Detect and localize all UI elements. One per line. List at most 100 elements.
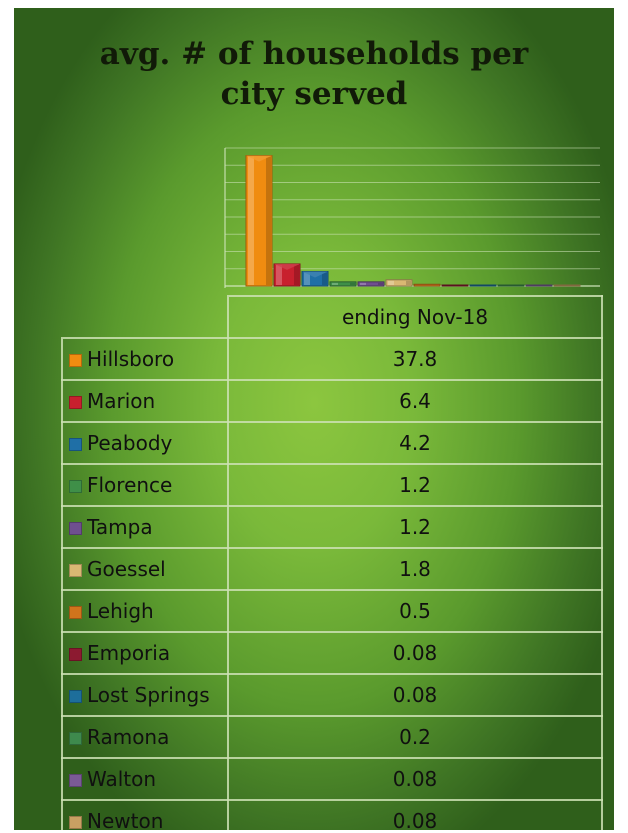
bar-cap	[302, 271, 328, 278]
bar-body	[413, 283, 441, 287]
table-row: Walton 0.08	[61, 757, 603, 801]
category-label: Goessel	[87, 557, 166, 581]
legend-key-icon	[69, 396, 82, 409]
category-label: Ramona	[87, 725, 170, 749]
bar-highlight	[360, 282, 366, 285]
bar-highlight	[248, 156, 254, 285]
table-row: Goessel 1.8	[61, 547, 603, 591]
legend-cell: Florence	[61, 463, 229, 507]
data-label: 37.8	[227, 337, 603, 381]
table-row: Ramona 0.2	[61, 715, 603, 759]
bar-body	[525, 284, 553, 287]
bar-body	[385, 279, 413, 287]
category-label: Newton	[87, 809, 164, 830]
bar-ramona	[497, 284, 525, 287]
bar-shadow	[266, 156, 271, 285]
chart-title: avg. # of households per city served	[14, 34, 614, 114]
bar-tampa	[357, 281, 385, 287]
data-label: 1.2	[227, 505, 603, 549]
category-label: Marion	[87, 389, 156, 413]
bar-highlight	[276, 264, 282, 285]
table-row: Lost Springs 0.08	[61, 673, 603, 717]
data-label: 0.08	[227, 631, 603, 675]
table-row: Lehigh 0.5	[61, 589, 603, 633]
bar-shadow	[322, 272, 327, 285]
bar-shadow	[350, 282, 355, 285]
category-label: Lehigh	[87, 599, 154, 623]
data-label: 1.2	[227, 463, 603, 507]
category-label: Tampa	[87, 515, 153, 539]
table-row: Peabody 4.2	[61, 421, 603, 465]
bar-lehigh	[413, 283, 441, 287]
legend-key-icon	[69, 522, 82, 535]
legend-cell: Lost Springs	[61, 673, 229, 717]
legend-cell: Lehigh	[61, 589, 229, 633]
legend-key-icon	[69, 816, 82, 829]
data-label: 4.2	[227, 421, 603, 465]
category-label: Florence	[87, 473, 173, 497]
bar-body	[357, 281, 385, 287]
chart-panel: avg. # of households per city served end…	[14, 8, 614, 830]
table-row: Tampa 1.2	[61, 505, 603, 549]
bar-shadow	[378, 282, 383, 285]
data-label: 0.5	[227, 589, 603, 633]
table-row: Newton 0.08	[61, 799, 603, 830]
data-label: 6.4	[227, 379, 603, 423]
legend-key-icon	[69, 732, 82, 745]
bar-highlight	[332, 282, 338, 285]
column-header: ending Nov-18	[227, 295, 603, 339]
table-corner-cell	[62, 296, 229, 339]
bar-goessel	[385, 279, 413, 287]
table-row: Marion 6.4	[61, 379, 603, 423]
bar-highlight	[304, 272, 310, 285]
legend-cell: Emporia	[61, 631, 229, 675]
table-row: Florence 1.2	[61, 463, 603, 507]
legend-cell: Newton	[61, 799, 229, 830]
category-label: Hillsboro	[87, 347, 175, 371]
legend-key-icon	[69, 648, 82, 661]
bar-hillsboro	[245, 155, 273, 287]
legend-key-icon	[69, 564, 82, 577]
bar-walton	[525, 284, 553, 287]
data-table: ending Nov-18 Hillsboro 37.8 Marion 6.4 Peab…	[61, 295, 603, 830]
bar-cap	[274, 263, 300, 270]
category-label: Lost Springs	[87, 683, 210, 707]
bar-shadow	[294, 264, 299, 285]
legend-cell: Ramona	[61, 715, 229, 759]
legend-cell: Walton	[61, 757, 229, 801]
legend-cell: Tampa	[61, 505, 229, 549]
category-label: Peabody	[87, 431, 173, 455]
legend-cell: Marion	[61, 379, 229, 423]
legend-key-icon	[69, 606, 82, 619]
data-label: 0.08	[227, 799, 603, 830]
table-body: Hillsboro 37.8 Marion 6.4 Peabody 4.2 Florence…	[61, 337, 603, 830]
legend-key-icon	[69, 774, 82, 787]
bar-cap	[246, 155, 272, 162]
table-row: Hillsboro 37.8	[61, 337, 603, 381]
bar-shadow	[406, 280, 411, 285]
bar-florence	[329, 281, 357, 287]
data-label: 1.8	[227, 547, 603, 591]
bar-body	[553, 284, 581, 287]
legend-key-icon	[69, 690, 82, 703]
chart-title-line-1: avg. # of households per	[99, 36, 529, 72]
legend-cell: Peabody	[61, 421, 229, 465]
data-label: 0.08	[227, 673, 603, 717]
data-label: 0.2	[227, 715, 603, 759]
table-row: Emporia 0.08	[61, 631, 603, 675]
category-label: Emporia	[87, 641, 171, 665]
bar-peabody	[301, 271, 329, 287]
table-header-row: ending Nov-18	[62, 295, 603, 339]
bar-highlight	[388, 280, 394, 285]
legend-cell: Goessel	[61, 547, 229, 591]
bar-body	[441, 284, 469, 287]
bar-marion	[273, 263, 301, 287]
legend-key-icon	[69, 480, 82, 493]
data-label: 0.08	[227, 757, 603, 801]
plot-area	[224, 147, 600, 288]
bar-body	[329, 281, 357, 287]
bar-lost-springs	[469, 284, 497, 287]
bar-body	[497, 284, 525, 287]
chart-title-line-2: city served	[220, 76, 408, 112]
bar-newton	[553, 284, 581, 287]
